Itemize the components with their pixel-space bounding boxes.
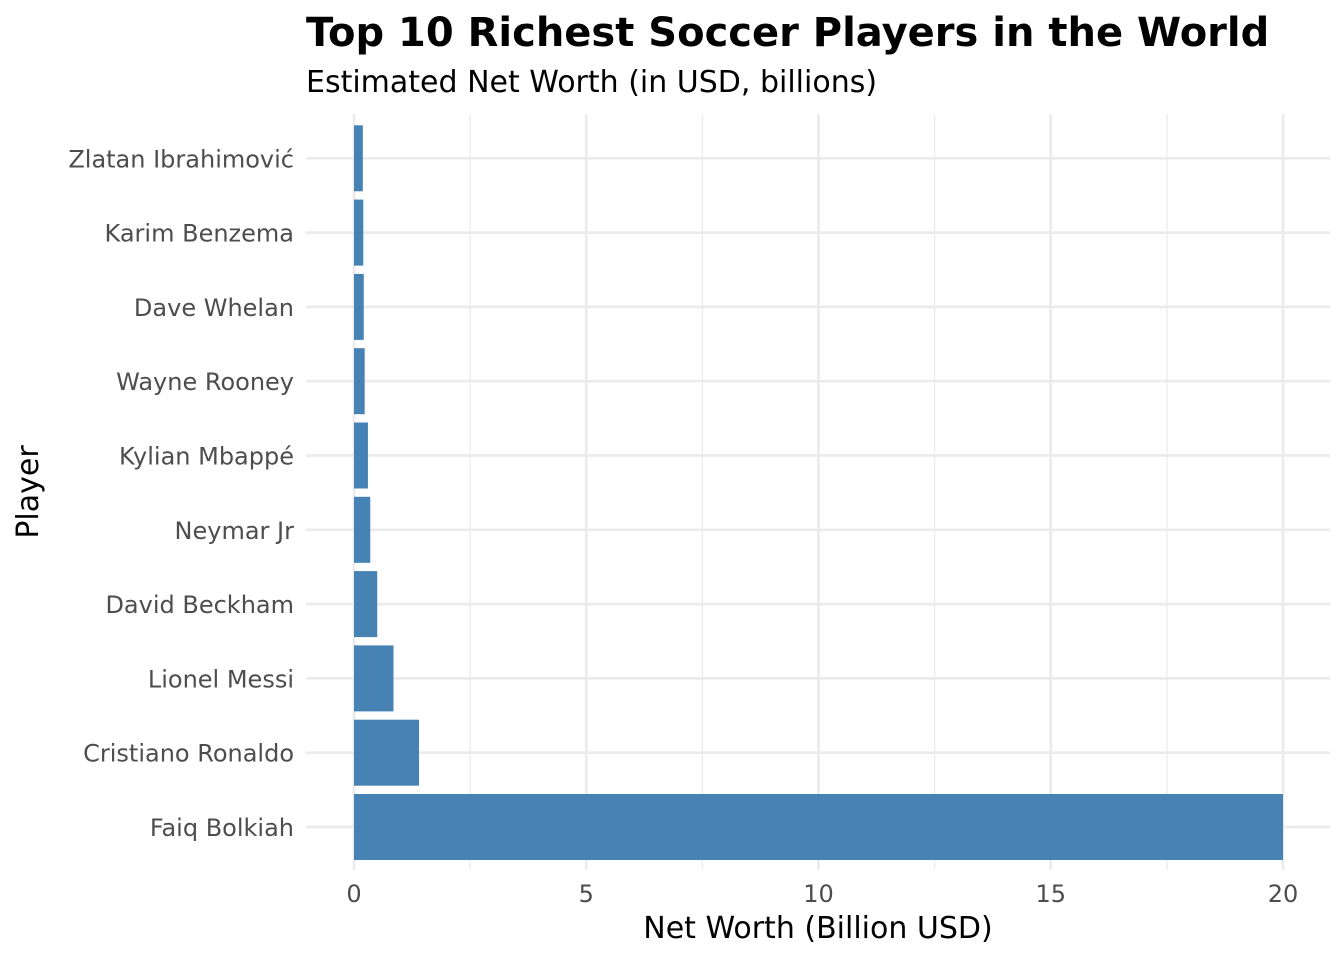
bar [354,348,365,415]
y-tick-label: Neymar Jr [175,517,295,545]
y-axis-title: Player [11,445,46,539]
y-tick-label: Lionel Messi [148,665,294,693]
x-tick-label: 5 [579,880,594,908]
bar [354,199,364,266]
gridlines [306,114,1330,870]
y-tick-label: Faiq Bolkiah [150,814,294,842]
bars [354,125,1283,860]
bar [354,794,1283,860]
x-tick-label: 0 [346,880,361,908]
y-tick-label: Kylian Mbappé [119,443,294,471]
bar [354,571,378,638]
y-tick-label: David Beckham [105,591,294,619]
x-tick-label: 15 [1035,880,1066,908]
y-tick-label: Cristiano Ronaldo [83,740,294,768]
x-axis-title: Net Worth (Billion USD) [643,911,992,946]
bar [354,273,364,340]
y-tick-label: Karim Benzema [105,220,294,248]
y-tick-label: Dave Whelan [134,294,294,322]
y-tick-label: Wayne Rooney [116,368,294,396]
x-tick-label: 10 [803,880,834,908]
y-tick-labels: Faiq Bolkiah Cristiano Ronaldo Lionel Mess… [68,145,294,842]
y-tick-label: Zlatan Ibrahimović [68,145,294,173]
chart-subtitle: Estimated Net Worth (in USD, billions) [306,65,877,100]
bar [354,719,420,786]
x-tick-labels: 0 5 10 15 20 [346,880,1298,908]
bar [354,422,368,489]
chart-title: Top 10 Richest Soccer Players in the Wor… [306,10,1269,56]
bar [354,645,394,712]
x-tick-label: 20 [1268,880,1299,908]
bar [354,496,371,563]
bar [354,125,363,192]
